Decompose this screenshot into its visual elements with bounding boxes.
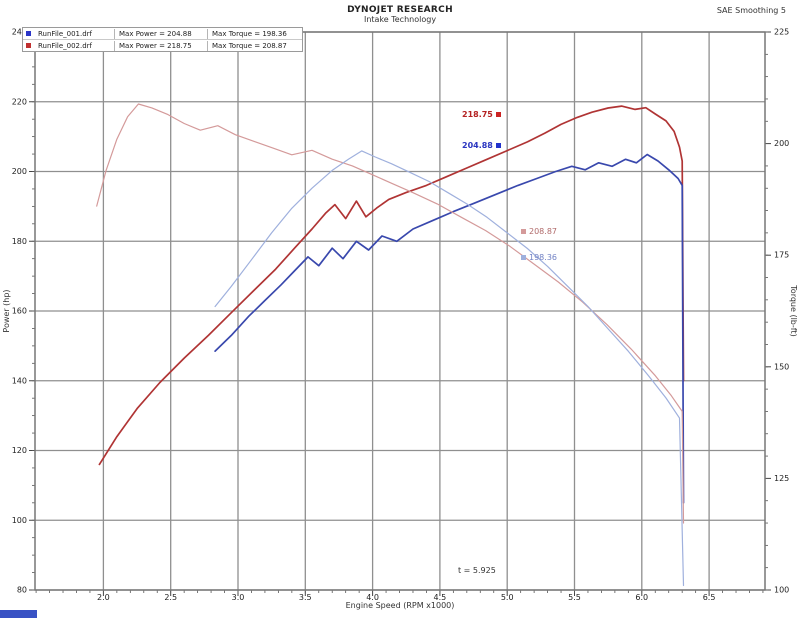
y-left-tick-label: 120	[12, 446, 27, 455]
legend-swatch-red	[26, 43, 31, 48]
plot-border	[34, 31, 766, 591]
y-axis-left-title: Power (hp)	[2, 289, 11, 332]
max-power-marker-red-icon	[495, 112, 501, 117]
legend-box: RunFile_001.drf Max Power = 204.88 Max T…	[22, 27, 303, 52]
legend-maxpower-run2: Max Power = 218.75	[114, 40, 207, 51]
max-torque-marker-red-icon	[521, 229, 526, 234]
max-power-label-blue: 204.88	[462, 141, 501, 150]
legend-maxpower-run1: Max Power = 204.88	[114, 28, 207, 39]
smoothing-label: SAE Smoothing 5	[716, 6, 786, 15]
legend-row-run1: RunFile_001.drf Max Power = 204.88 Max T…	[23, 28, 302, 39]
max-torque-label-blue: 198.36	[521, 253, 557, 262]
series-runfile-002-drf-power-hp-	[98, 105, 685, 466]
legend-maxtorque-run2: Max Torque = 208.87	[207, 40, 302, 51]
y-right-tick-label: 225	[774, 28, 789, 37]
y-left-tick-label: 220	[12, 97, 27, 106]
y-left-tick-label: 80	[17, 586, 27, 595]
x-tick-label: 4.5	[434, 593, 447, 602]
series-runfile-001-drf-power-hp-	[214, 153, 685, 504]
x-tick-label: 5.5	[568, 593, 581, 602]
y-left-tick-label: 140	[12, 376, 27, 385]
y-right-tick-label: 125	[774, 474, 789, 483]
y-left-tick-label: 100	[12, 516, 27, 525]
x-tick-label: 6.5	[703, 593, 716, 602]
x-tick-label: 3.0	[232, 593, 245, 602]
x-tick-label: 4.0	[366, 593, 379, 602]
chart-subtitle: Intake Technology	[363, 15, 437, 24]
y-left-tick-label: 180	[12, 237, 27, 246]
y-left-tick-label: 160	[12, 307, 27, 316]
x-tick-label: 5.0	[501, 593, 514, 602]
max-power-marker-blue-icon	[495, 143, 501, 148]
x-tick-label: 6.0	[635, 593, 648, 602]
bottom-left-blue-strip	[0, 610, 37, 618]
y-left-tick-label: 200	[12, 167, 27, 176]
legend-row-run2: RunFile_002.drf Max Power = 218.75 Max T…	[23, 39, 302, 51]
legend-swatch-blue	[26, 31, 31, 36]
legend-maxtorque-run1: Max Torque = 198.36	[207, 28, 302, 39]
legend-file-run2: RunFile_002.drf	[38, 41, 93, 50]
x-axis-title: Engine Speed (RPM x1000)	[346, 601, 455, 610]
series-runfile-001-drf-torque-lb-ft-	[214, 150, 685, 587]
max-power-label-red: 218.75	[462, 110, 501, 119]
y-right-tick-label: 100	[774, 586, 789, 595]
max-torque-label-red: 208.87	[521, 227, 557, 236]
y-right-tick-label: 200	[774, 139, 789, 148]
y-right-tick-label: 175	[774, 251, 789, 260]
legend-file-run1: RunFile_001.drf	[38, 29, 93, 38]
y-right-tick-label: 150	[774, 362, 789, 371]
y-left-tick-label: 240	[12, 28, 27, 37]
chart-title: DYNOJET RESEARCH	[347, 5, 453, 15]
y-axis-right-title: Torque (lb-ft)	[789, 284, 798, 336]
x-tick-label: 2.0	[97, 593, 110, 602]
x-tick-label: 2.5	[164, 593, 177, 602]
max-torque-marker-blue-icon	[521, 255, 526, 260]
x-tick-label: 3.5	[299, 593, 312, 602]
cursor-value-label: t = 5.925	[458, 566, 496, 575]
series-runfile-002-drf-torque-lb-ft-	[96, 103, 685, 524]
